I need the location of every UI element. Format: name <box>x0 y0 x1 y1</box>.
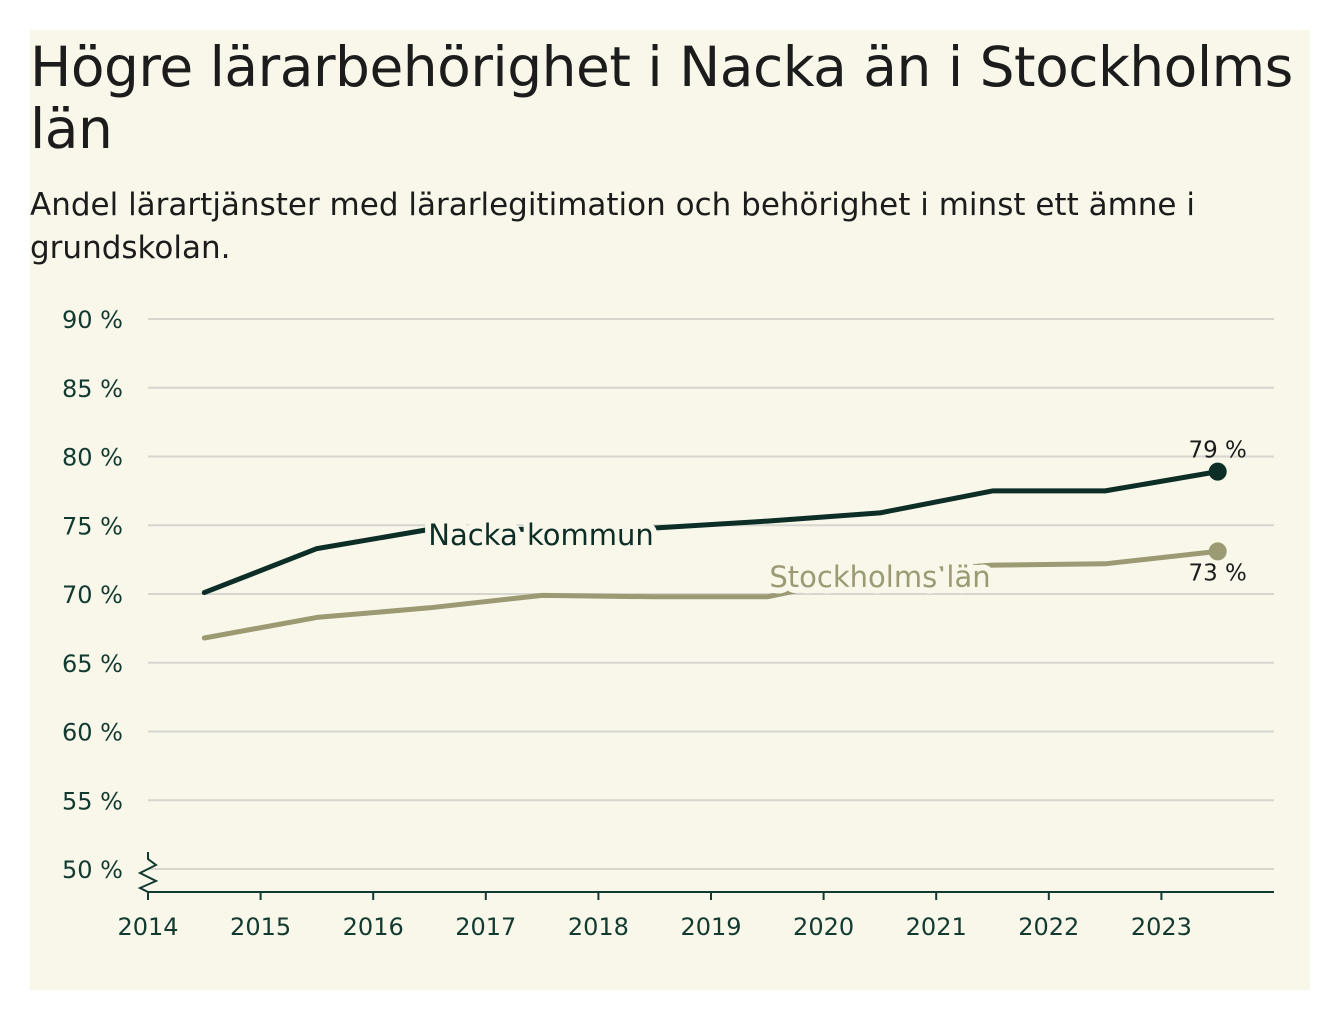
y-tick-label: 90 % <box>62 306 123 334</box>
series-label-0: Nacka kommun <box>428 518 653 552</box>
x-tick-label: 2016 <box>343 913 404 941</box>
y-tick-label: 75 % <box>62 512 123 540</box>
axis-break-icon <box>137 852 159 893</box>
series-end-label-0: 79 % <box>1188 438 1246 464</box>
x-tick-label: 2018 <box>568 913 629 941</box>
chart-subtitle: Andel lärartjänster med lärarlegitimatio… <box>30 187 1195 266</box>
series-line-1 <box>201 548 1221 641</box>
y-tick-label: 50 % <box>62 856 123 884</box>
chart-title: Högre lärarbehörighet i Nacka än i Stock… <box>30 35 1293 161</box>
series-end-point-1 <box>1208 542 1227 561</box>
x-tick-label: 2019 <box>680 913 741 941</box>
y-tick-label: 85 % <box>62 375 123 403</box>
x-tick-label: 2020 <box>793 913 854 941</box>
y-tick-label: 65 % <box>62 650 123 678</box>
x-tick-label: 2023 <box>1131 913 1192 941</box>
y-tick-label: 80 % <box>62 444 123 472</box>
y-tick-label: 60 % <box>62 719 123 747</box>
x-tick-label: 2022 <box>1018 913 1079 941</box>
y-tick-label: 70 % <box>62 581 123 609</box>
series-end-label-1: 73 % <box>1188 560 1246 586</box>
x-tick-label: 2017 <box>455 913 516 941</box>
x-tick-label: 2015 <box>230 913 291 941</box>
x-tick-label: 2014 <box>117 913 178 941</box>
y-tick-label: 55 % <box>62 787 123 815</box>
series-line-0 <box>201 469 1221 596</box>
series-label-1: Stockholms län <box>769 560 990 594</box>
series-end-point-0 <box>1208 462 1227 481</box>
x-tick-label: 2021 <box>906 913 967 941</box>
chart-panel <box>30 30 1310 990</box>
